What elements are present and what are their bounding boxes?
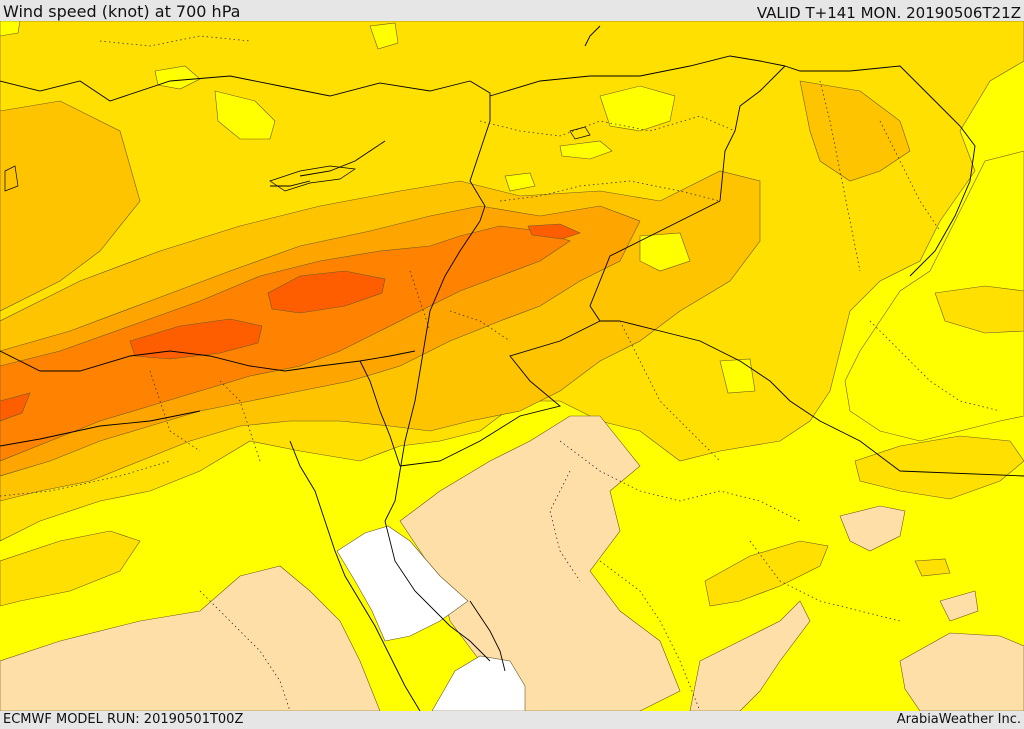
band-lowest-region-6 [939,590,979,622]
band-lowest-region-5 [839,505,906,552]
map-title: Wind speed (knot) at 700 hPa [3,2,241,21]
band-low-patch-6 [504,172,536,192]
band-none-red-sea-north [336,525,469,642]
weather-map[interactable] [0,21,1024,711]
band-low-patch-7 [719,358,756,394]
band-mid-low-south-1 [704,540,829,607]
band-mid-low-east [934,285,1024,334]
band-highest-core-4 [0,392,31,422]
band-lowest-region-2 [0,565,381,711]
band-highest-core-3 [527,223,581,240]
band-low-patch-3 [559,140,613,160]
band-low-patch-4 [369,22,399,50]
islands [4,126,591,192]
band-lowest-region-4 [899,632,1024,711]
band-low-patch-8 [639,232,691,272]
band-mid-low-south-3 [914,558,951,577]
coastlines-and-borders [0,25,1024,711]
band-none-red-sea-south [431,655,526,711]
band-high-region [0,225,571,462]
internal-boundaries [0,35,1001,711]
band-mid-region [0,100,141,312]
band-mid-low-east-2 [854,435,1024,500]
band-low-east [844,150,1024,442]
brand-label: ArabiaWeather Inc. [896,712,1021,727]
model-run-label: ECMWF MODEL RUN: 20190501T00Z [3,712,244,727]
band-low-patch-5 [154,65,201,90]
band-lowest-region-3 [689,600,811,711]
band-low-patch-2 [599,85,676,132]
band-low-patch-1 [214,90,276,140]
band-mid-region-ne [799,80,911,182]
band-lowest-region-1 [399,415,681,711]
wind-speed-map-svg [0,21,1024,711]
band-highest-core-2 [267,270,386,314]
map-footer: ECMWF MODEL RUN: 20190501T00Z ArabiaWeat… [0,711,1024,729]
map-header: Wind speed (knot) at 700 hPa VALID T+141… [0,0,1024,22]
band-mid-low-south-2 [0,530,141,607]
band-low-patch-9 [0,21,21,37]
band-highest-core-1 [129,318,263,360]
valid-time-label: VALID T+141 MON. 20190506T21Z [756,4,1021,22]
